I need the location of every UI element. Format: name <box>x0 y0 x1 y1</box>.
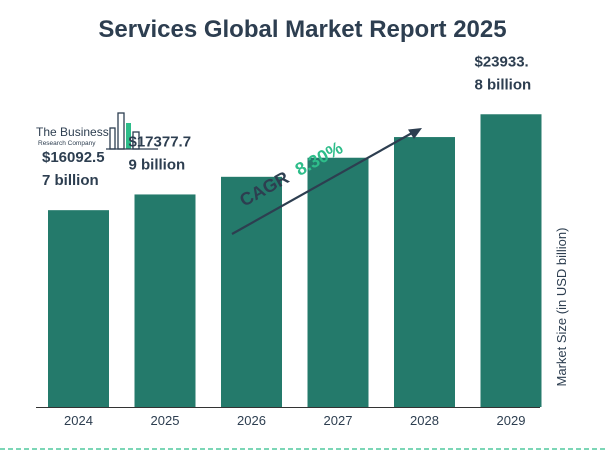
x-tick-2026: 2026 <box>237 413 266 428</box>
bar-2028 <box>394 137 455 407</box>
cagr-arrow-head <box>408 128 422 139</box>
y-axis-label: Market Size (in USD billion) <box>554 228 569 387</box>
bar-2024 <box>48 210 109 407</box>
data-label-2025-line2: 9 billion <box>129 156 186 173</box>
x-tick-labels: 2024 2025 2026 2027 2028 2029 <box>64 413 525 428</box>
logo-building-accent <box>126 123 131 149</box>
x-tick-2027: 2027 <box>324 413 353 428</box>
data-label-2024-line2: 7 billion <box>42 172 99 189</box>
data-label-2025-line1: $17377.7 <box>129 133 192 150</box>
x-tick-2024: 2024 <box>64 413 93 428</box>
bar-2025 <box>134 194 196 407</box>
bar-2027 <box>307 157 369 407</box>
data-labels: $16092.5 7 billion $17377.7 9 billion $23933… <box>42 53 531 189</box>
x-tick-2028: 2028 <box>410 413 439 428</box>
company-logo: The Business Research Company <box>36 112 158 150</box>
data-label-2029-line1: $23933. <box>475 53 529 70</box>
bar-2026 <box>221 176 282 407</box>
bar-2029 <box>480 114 542 407</box>
cagr-arrow-line <box>231 132 413 235</box>
data-label-2024-line1: $16092.5 <box>42 149 105 166</box>
data-label-2029-line2: 8 billion <box>475 76 532 93</box>
chart-title: Services Global Market Report 2025 <box>98 16 507 43</box>
bars-layer <box>48 114 542 407</box>
logo-text-sub: Research Company <box>38 140 96 147</box>
logo-building-2 <box>117 112 125 150</box>
x-tick-2029: 2029 <box>497 413 526 428</box>
logo-building-1 <box>109 127 116 150</box>
x-tick-2025: 2025 <box>151 413 180 428</box>
logo-text-main: The Business <box>36 125 109 139</box>
